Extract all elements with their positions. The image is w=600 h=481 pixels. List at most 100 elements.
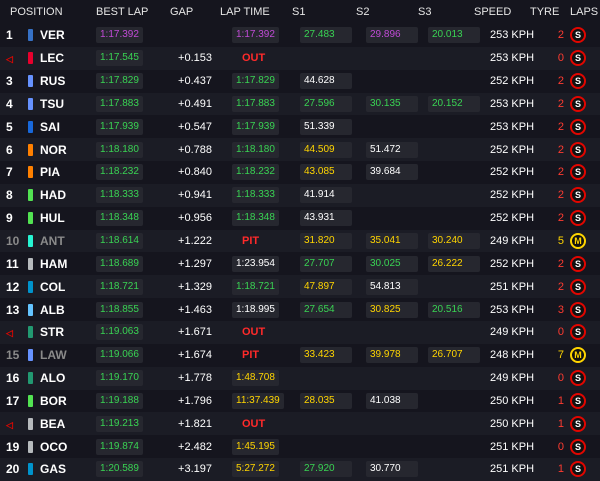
team-color-bar: [28, 463, 40, 476]
team-color-bar: [28, 189, 40, 202]
lap-time: 1:17.883: [220, 95, 300, 112]
gap: +1.821: [178, 417, 212, 430]
sector-1: 44.509: [300, 141, 362, 158]
tyre-age: 2: [557, 75, 564, 88]
laps: 16: [586, 349, 600, 361]
table-row[interactable]: 11 HAM 1:18.689 +1.297 1:23.954 27.707 30.025 2…: [0, 252, 600, 276]
best-lap: 1:17.939: [96, 118, 166, 135]
best-lap: 1:19.874: [96, 438, 166, 455]
team-color-bar: [28, 303, 40, 316]
team-color-bar: [28, 235, 40, 248]
lap-time: 1:18.232: [220, 164, 300, 181]
table-row[interactable]: 13 ALB 1:18.855 +1.463 1:18.995 27.654 30.825 2…: [0, 298, 600, 321]
tyre-age: 2: [557, 257, 564, 270]
sector-2: 39.684: [362, 164, 424, 181]
col-s1[interactable]: S1: [292, 6, 306, 18]
sector-1: 43.931: [300, 210, 362, 227]
soft-tyre-icon: S: [570, 278, 586, 295]
driver-code: OCO: [40, 439, 68, 454]
col-laps[interactable]: LAPS: [570, 6, 599, 18]
table-row[interactable]: 16 ALO 1:19.170 +1.778 1:48.708 249 KPH 0S11: [0, 366, 600, 390]
best-lap: 1:18.232: [96, 164, 166, 181]
col-position[interactable]: POSITION: [10, 6, 63, 18]
soft-tyre-icon: S: [570, 255, 586, 272]
table-row[interactable]: 7 PIA 1:18.232 +0.840 1:18.232 43.085 39.684 25…: [0, 161, 600, 184]
position: 9: [6, 211, 13, 226]
lap-time: 1:48.708: [220, 370, 300, 387]
speed: 252 KPH: [490, 166, 535, 179]
table-row[interactable]: 17 BOR 1:19.188 +1.796 11:37.439 28.035 41.038…: [0, 389, 600, 413]
table-row[interactable]: 9 HUL 1:18.348 +0.956 1:18.348 43.931 252 KPH 2…: [0, 206, 600, 230]
position: 15: [6, 348, 20, 363]
col-s3[interactable]: S3: [418, 6, 432, 18]
team-color-icon: [28, 97, 33, 110]
col-speed[interactable]: SPEED: [474, 6, 512, 18]
driver-code: HAM: [40, 256, 68, 271]
table-row[interactable]: 3 RUS 1:17.829 +0.437 1:17.829 44.628 252 KPH 2…: [0, 69, 600, 93]
table-row[interactable]: 5 SAI 1:17.939 +0.547 1:17.939 51.339 253 KPH 2…: [0, 115, 600, 139]
position: 7: [6, 165, 13, 180]
table-row[interactable]: 1 VER 1:17.392 1:17.392 27.483 29.896 20.013 25…: [0, 24, 600, 47]
sector-1: 47.897: [300, 278, 362, 295]
soft-tyre-icon: S: [570, 27, 586, 44]
best-lap: 1:18.614: [96, 233, 166, 250]
sector-3: 30.240: [424, 233, 482, 250]
tyre-age: 0: [557, 372, 564, 385]
best-lap: 1:19.063: [96, 324, 166, 341]
sector-2: 30.825: [362, 301, 424, 318]
sector-3: 26.707: [424, 347, 482, 364]
tyre-age: 2: [557, 189, 564, 202]
position: 3: [6, 74, 13, 89]
speed: 252 KPH: [490, 257, 535, 270]
sector-1: 27.707: [300, 255, 362, 272]
team-color-icon: [28, 326, 33, 339]
table-row[interactable]: 8 HAD 1:18.333 +0.941 1:18.333 41.914 252 KPH 2…: [0, 183, 600, 207]
laps: 11: [586, 395, 600, 407]
table-row[interactable]: 12 COL 1:18.721 +1.329 1:18.721 47.897 54.813 2…: [0, 275, 600, 299]
team-color-bar: [28, 120, 40, 133]
table-row[interactable]: 19 OCO 1:19.874 +2.482 1:45.195 251 KPH 0S11: [0, 435, 600, 459]
lap-time: OUT: [242, 417, 266, 430]
position: 11: [6, 256, 19, 271]
table-row[interactable]: 10 ANT 1:18.614 +1.222 PIT 31.820 35.041 30.240…: [0, 229, 600, 253]
gap: +1.297: [178, 257, 212, 270]
col-tyre[interactable]: TYRE: [530, 6, 560, 18]
driver-code: PIA: [40, 165, 61, 180]
team-color-bar: [28, 143, 40, 156]
driver-code: TSU: [40, 96, 64, 111]
col-lap-time[interactable]: LAP TIME: [220, 6, 270, 18]
sector-2: 30.770: [362, 461, 424, 478]
table-row[interactable]: 15 LAW 1:19.066 +1.674 PIT 33.423 39.978 26.707…: [0, 343, 600, 367]
lap-time: PIT: [242, 235, 260, 248]
lap-time: 1:18.333: [220, 187, 300, 204]
team-color-icon: [28, 257, 33, 270]
team-color-icon: [28, 235, 33, 248]
lap-time: 11:37.439: [220, 392, 300, 409]
table-row[interactable]: 20 GAS 1:20.589 +3.197 5:27.272 27.920 30.770 2…: [0, 458, 600, 481]
table-row[interactable]: 4 TSU 1:17.883 +0.491 1:17.883 27.596 30.135 20…: [0, 92, 600, 116]
laps: 12: [586, 166, 600, 178]
laps: 15: [586, 258, 600, 270]
speed: 250 KPH: [490, 394, 535, 407]
table-row[interactable]: ◁ BEA 1:19.213 +1.821 OUT 250 KPH 1S11: [0, 412, 600, 436]
lap-time: 1:17.939: [220, 118, 300, 135]
col-s2[interactable]: S2: [356, 6, 370, 18]
team-color-bar: [28, 372, 40, 385]
gap: +0.437: [178, 75, 212, 88]
laps: 11: [586, 418, 600, 430]
best-lap: 1:17.545: [96, 50, 166, 67]
table-row[interactable]: ◁ STR 1:19.063 +1.671 OUT 249 KPH 0S13: [0, 320, 600, 344]
laps: 11: [586, 372, 600, 384]
col-gap[interactable]: GAP: [170, 6, 194, 18]
col-best-lap[interactable]: BEST LAP: [96, 6, 149, 18]
table-row[interactable]: 6 NOR 1:18.180 +0.788 1:18.180 44.509 51.472 25…: [0, 138, 600, 162]
retired-icon: ◁: [6, 328, 13, 339]
table-row[interactable]: ◁ LEC 1:17.545 +0.153 OUT 253 KPH 0S14: [0, 46, 600, 70]
